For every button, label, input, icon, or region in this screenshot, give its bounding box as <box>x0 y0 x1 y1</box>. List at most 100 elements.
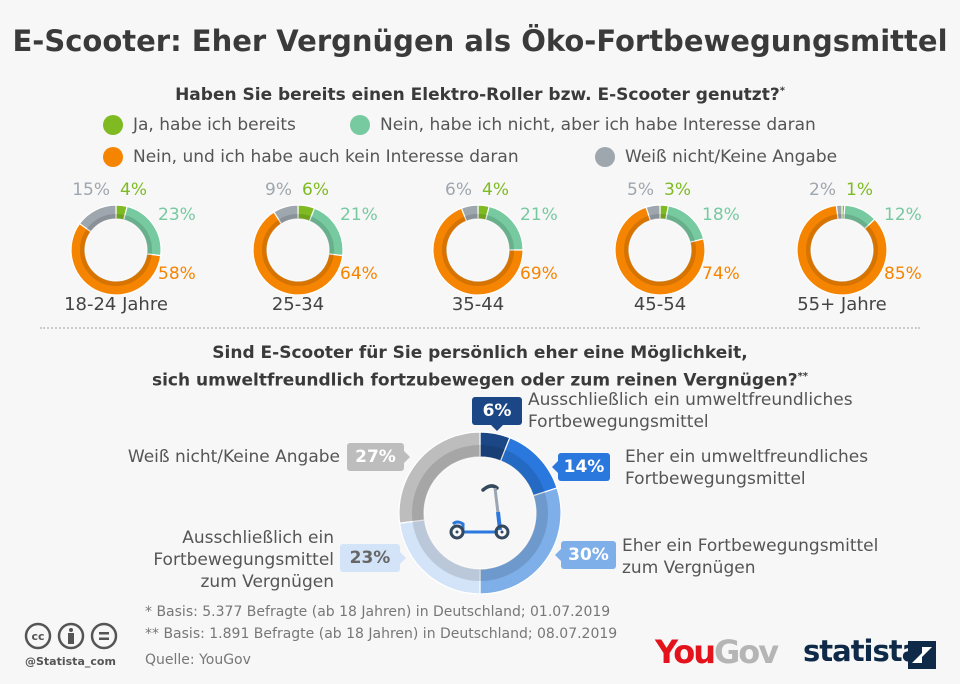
question-2-line: sich umweltfreundlich fortzubewegen oder… <box>151 370 798 391</box>
statista-logo-icon <box>908 641 936 669</box>
value-label-slice-2: 14% <box>552 453 610 481</box>
donut-chart <box>614 204 706 296</box>
source: Quelle: YouGov <box>145 652 251 668</box>
slice-unknown <box>835 204 843 220</box>
age-group-label: 35-44 <box>451 294 505 315</box>
value-label-no-interest: 74% <box>702 264 740 284</box>
value-label-no-interest: 58% <box>158 264 196 284</box>
slice-no-interest <box>796 204 888 296</box>
big-slice-5 <box>398 431 481 524</box>
statista-wordmark: statista <box>803 634 921 668</box>
age-group-label: 55+ Jahre <box>797 294 887 315</box>
label-line: Eher ein umweltfreundliches <box>625 447 869 467</box>
donut-chart <box>70 204 162 296</box>
value-label-yes: 3% <box>664 180 691 200</box>
value-label-unknown: 5% <box>627 180 654 200</box>
age-group-label: 45-54 <box>633 294 687 315</box>
value-label-unknown: 2% <box>809 180 836 200</box>
value-label-yes: 4% <box>120 180 147 200</box>
divider <box>40 327 920 329</box>
slice-unknown <box>460 204 479 222</box>
value-label-yes: 4% <box>482 180 509 200</box>
label-line: Ausschließlich ein umweltfreundliches <box>528 390 853 410</box>
value-label-interest: 12% <box>884 205 922 225</box>
legend-label: Nein, habe ich nicht, aber ich habe Inte… <box>380 115 816 135</box>
value-label-slice-3: 30% <box>555 541 616 569</box>
donut-inner-shadow <box>624 214 696 286</box>
value-label-interest: 21% <box>520 205 558 225</box>
value-label-interest: 23% <box>158 205 196 225</box>
donut-chart <box>432 204 524 296</box>
legend-item-no-interest: Nein, und ich habe auch kein Interesse d… <box>103 147 519 167</box>
age-group-donut: 4% 21% 69% 6% 35-44 <box>388 170 568 320</box>
age-group-donut: 4% 23% 58% 15% 18-24 Jahre <box>26 170 206 320</box>
slice-label-3: Eher ein Fortbewegungsmittel zum Vergnüge… <box>622 535 878 579</box>
legend-item-unknown: Weiß nicht/Keine Angabe <box>595 147 837 167</box>
slice-no-interest <box>252 211 344 296</box>
legend-label: Weiß nicht/Keine Angabe <box>625 147 838 167</box>
footnote-mark: ** <box>797 371 809 382</box>
age-group-label: 18-24 Jahre <box>64 294 168 315</box>
label-line: Fortbewegungsmittel <box>528 412 709 432</box>
value-label-no-interest: 85% <box>884 264 922 284</box>
value-label-no-interest: 64% <box>340 264 378 284</box>
slice-no-interest <box>70 222 162 296</box>
legend-item-interest: Nein, habe ich nicht, aber ich habe Inte… <box>350 115 816 135</box>
legend-item-yes: Ja, habe ich bereits <box>103 115 296 135</box>
label-line: Eher ein Fortbewegungsmittel <box>622 536 879 556</box>
question-1: Haben Sie bereits einen Elektro-Roller b… <box>0 85 960 105</box>
value-label-yes: 1% <box>846 180 873 200</box>
yougov-gov: Gov <box>714 633 779 671</box>
yougov-you: You <box>655 633 716 671</box>
question-2: Sind E-Scooter für Sie persönlich eher e… <box>0 342 960 393</box>
scooter-icon <box>449 484 510 540</box>
slice-label-5: Weiß nicht/Keine Angabe <box>127 447 340 467</box>
slice-no-interest <box>432 207 524 296</box>
value-label-unknown: 15% <box>72 180 110 200</box>
legend-dot <box>350 115 370 135</box>
attribution-icon <box>57 622 85 650</box>
age-group-donut: 1% 12% 85% 2% 55+ Jahre <box>752 170 932 320</box>
label-line: zum Vergnügen <box>200 572 335 592</box>
donut-inner-shadow <box>412 445 548 581</box>
footnote-2: ** Basis: 1.891 Befragte (ab 18 Jahren) … <box>145 626 618 642</box>
label-line: Ausschließlich ein <box>182 528 334 548</box>
footnote-mark: * <box>779 85 785 97</box>
value-label-slice-1: 6% <box>472 397 522 431</box>
statista-handle[interactable]: @Statista_com <box>25 655 116 668</box>
no-derivatives-icon <box>90 622 118 650</box>
age-group-label: 25-34 <box>271 294 325 315</box>
value-label-interest: 21% <box>340 205 378 225</box>
donut-inner-shadow <box>262 214 334 286</box>
slice-no-interest <box>614 206 706 296</box>
cc-icon: cc <box>24 622 52 650</box>
value-label-no-interest: 69% <box>520 264 558 284</box>
legend-dot <box>103 115 123 135</box>
big-donut <box>398 431 562 595</box>
yougov-logo: YouGov <box>655 633 779 671</box>
question-1-text: Haben Sie bereits einen Elektro-Roller b… <box>175 85 780 105</box>
donut-chart <box>796 204 888 296</box>
slice-label-4: Ausschließlich ein Fortbewegungsmittel zum… <box>153 527 334 593</box>
legend-dot <box>103 147 123 167</box>
age-group-donut: 3% 18% 74% 5% 45-54 <box>570 170 750 320</box>
label-line: Fortbewegungsmittel <box>153 550 334 570</box>
legend-label: Ja, habe ich bereits <box>133 115 296 135</box>
value-label-slice-5: 27% <box>347 443 410 471</box>
slice-unknown <box>273 204 299 225</box>
slice-unknown <box>645 204 661 222</box>
donut-inner-shadow <box>80 214 152 286</box>
statista-logo: statista <box>803 634 921 668</box>
donut-inner-shadow <box>442 214 514 286</box>
legend-dot <box>595 147 615 167</box>
svg-text:cc: cc <box>31 630 44 643</box>
label-line: zum Vergnügen <box>622 558 756 578</box>
donut-inner-shadow <box>806 214 878 286</box>
value-label-unknown: 9% <box>265 180 292 200</box>
slice-label-2: Eher ein umweltfreundliches Fortbewegungs… <box>625 446 868 490</box>
label-line: Fortbewegungsmittel <box>625 469 806 489</box>
cc-license-icons[interactable]: cc <box>24 622 118 650</box>
value-label-slice-4: 23% <box>340 544 406 572</box>
slice-label-1: Ausschließlich ein umweltfreundliches For… <box>528 389 853 433</box>
page-title: E-Scooter: Eher Vergnügen als Öko-Fortbe… <box>12 24 948 58</box>
